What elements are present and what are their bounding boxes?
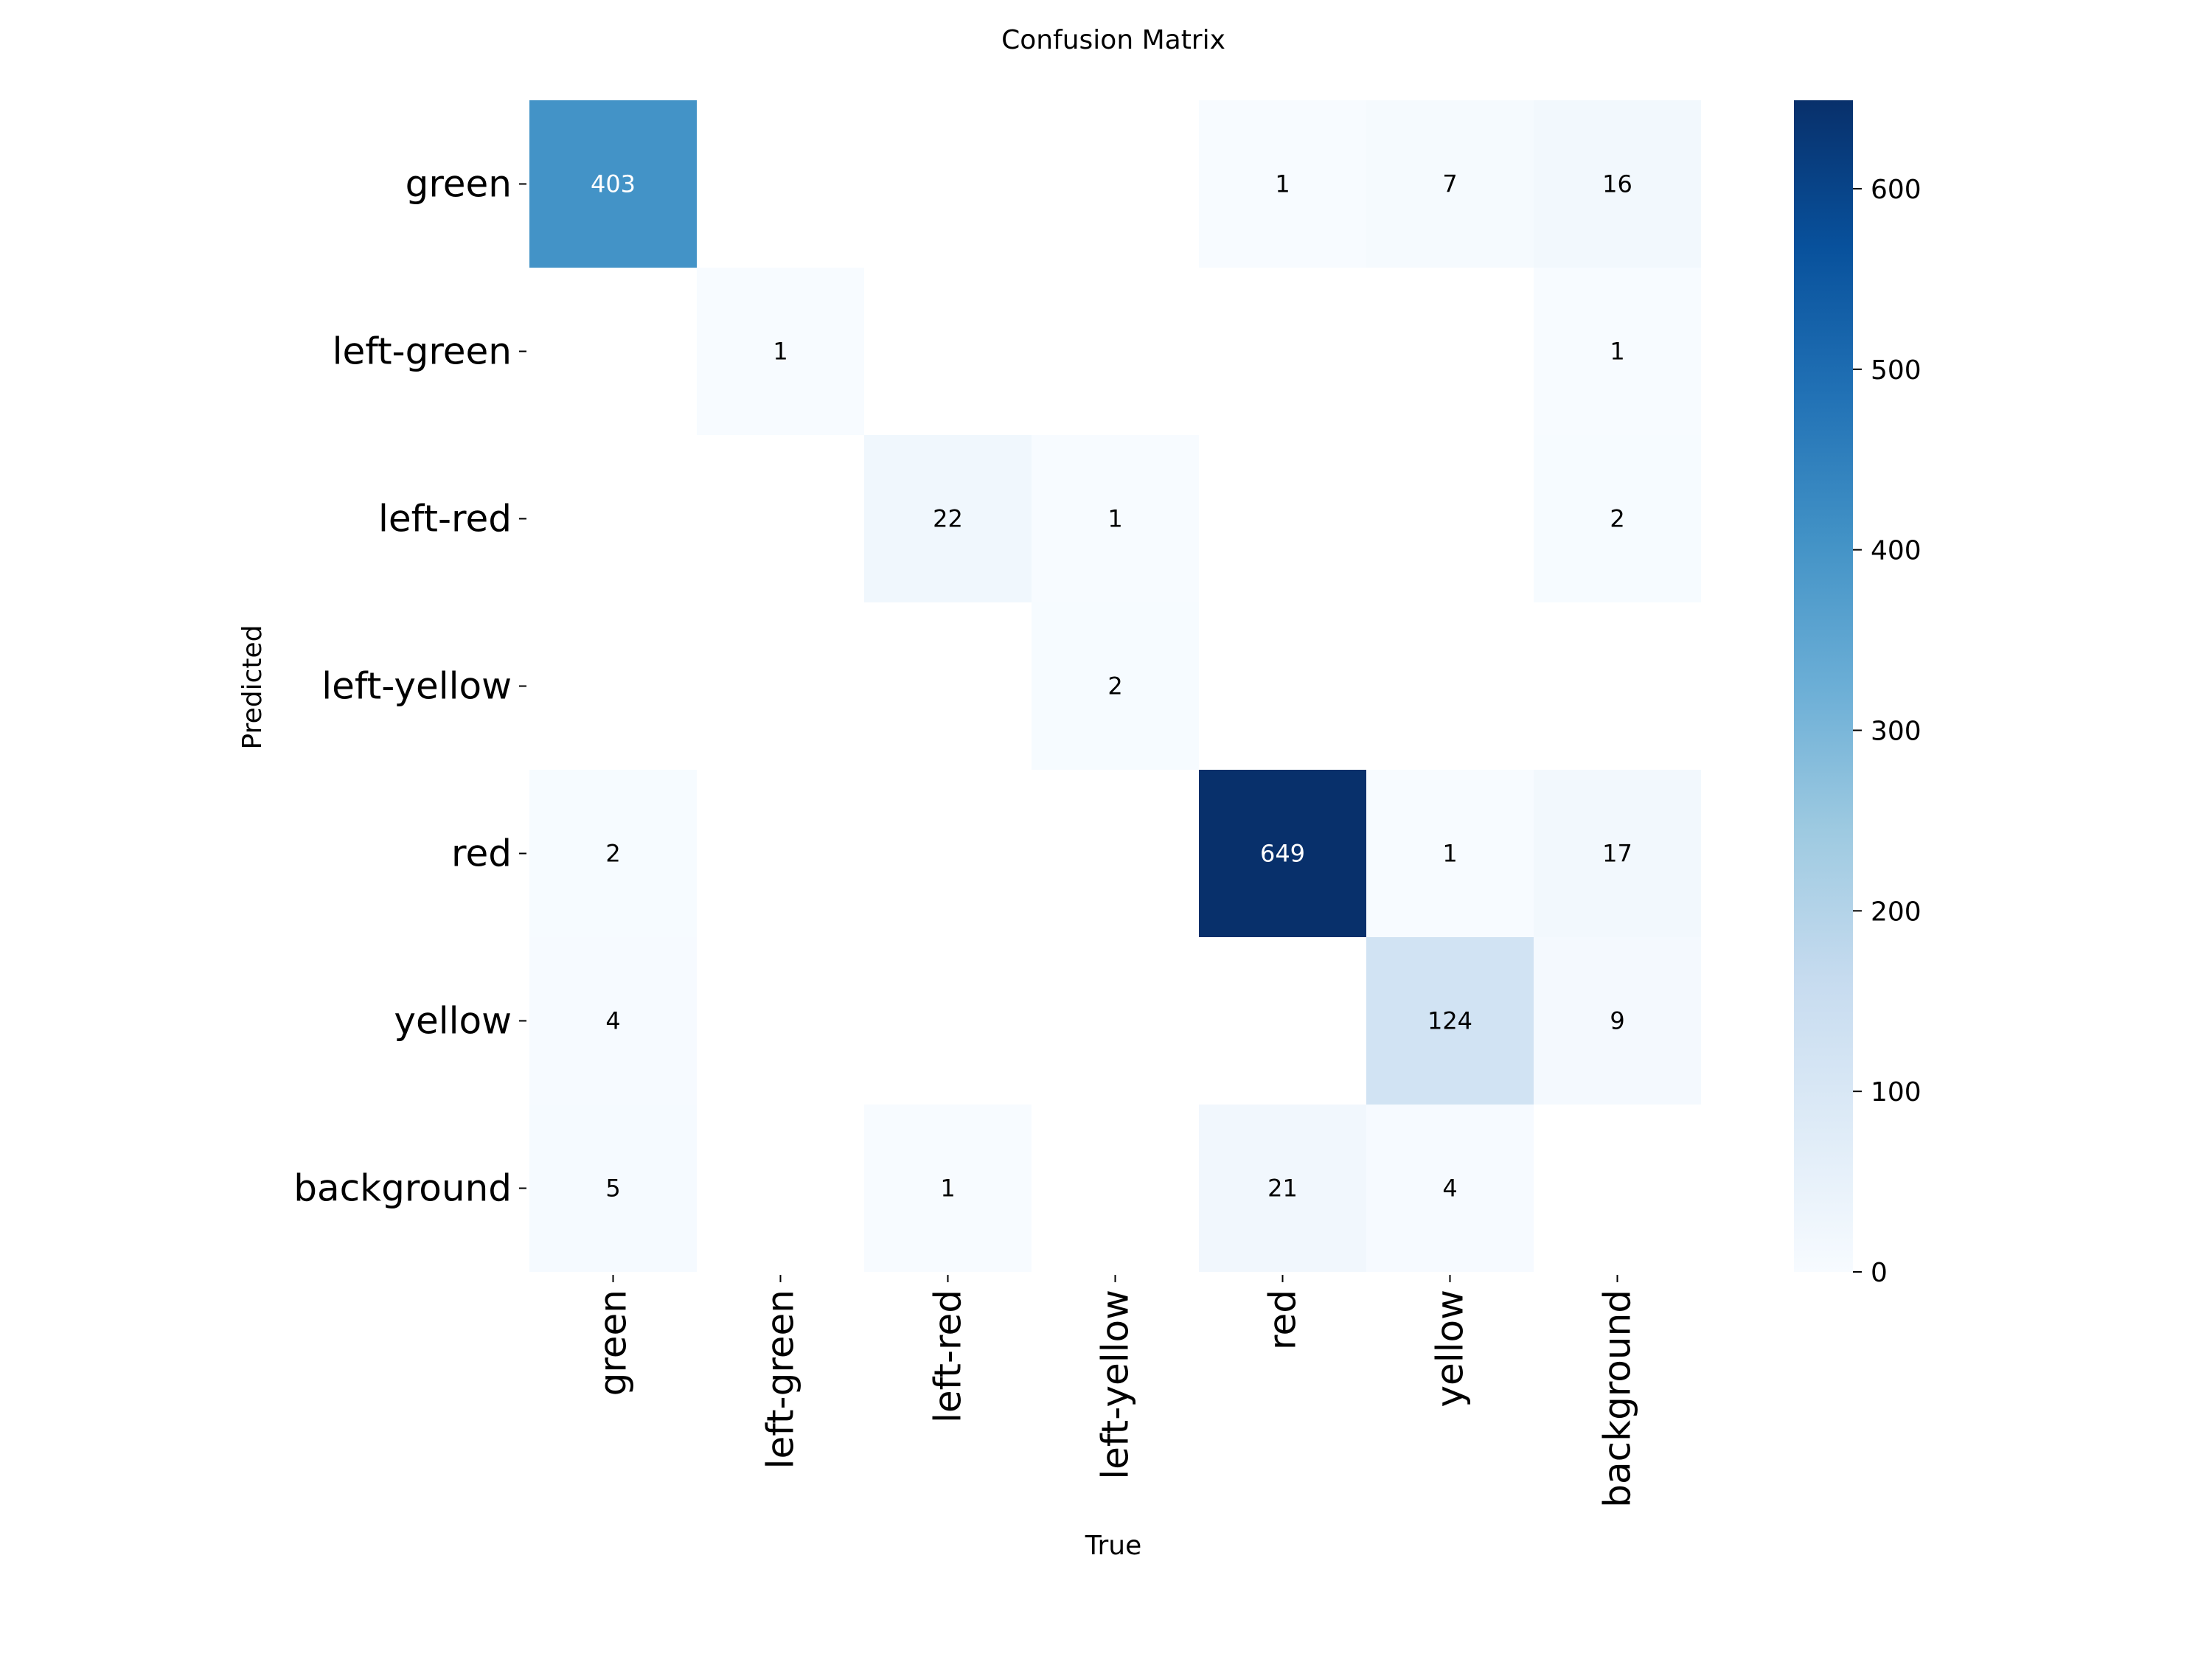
cell-yellow-background (1534, 937, 1701, 1105)
cell-yellow-green (529, 937, 697, 1105)
y-tick-label: red (451, 832, 512, 875)
colorbar (1794, 100, 1853, 1272)
cell-green-green (529, 100, 697, 268)
y-tick-label: left-red (378, 498, 512, 540)
y-tick-label: left-yellow (321, 665, 512, 708)
heatmap-cells: 403 1 7 161 122 1 222 649 1 174 124 95 1 21 4 (529, 100, 1701, 1272)
colorbar-tick-label: 500 (1871, 355, 1921, 386)
cell-value-label: 1 (1610, 338, 1624, 366)
cell-value-label: 4 (1442, 1175, 1457, 1203)
cell-value-label: 124 (1427, 1007, 1472, 1035)
colorbar-tick-label: 200 (1871, 897, 1921, 927)
cell-background-yellow (1366, 1105, 1534, 1272)
cell-value-label: 2 (1107, 672, 1122, 700)
cell-value-label: 7 (1442, 170, 1457, 198)
x-tick-label: background (1596, 1290, 1639, 1508)
cell-value-label: 1 (1442, 840, 1457, 868)
x-tick-label: yellow (1429, 1290, 1472, 1408)
cell-left-red-left-red (864, 435, 1032, 602)
cell-value-label: 649 (1260, 840, 1305, 868)
cell-value-label: 2 (1610, 505, 1624, 533)
cell-red-background (1534, 770, 1701, 937)
y-axis-ticks: green left-green left-red left-yellow red yel… (293, 163, 526, 1210)
cell-left-yellow-left-yellow (1032, 602, 1199, 770)
x-tick-label: left-red (927, 1290, 970, 1423)
x-axis-label: True (1085, 1531, 1141, 1561)
x-tick-label: left-green (759, 1290, 802, 1469)
colorbar-ticks: 0 100 200 300 400 500 600 (1853, 175, 1921, 1288)
cell-green-yellow (1366, 100, 1534, 268)
colorbar-tick-label: 400 (1871, 536, 1921, 566)
chart-title: Confusion Matrix (1001, 25, 1225, 55)
colorbar-tick-label: 300 (1871, 716, 1921, 746)
x-tick-label: green (592, 1290, 635, 1396)
y-tick-label: yellow (394, 1000, 512, 1043)
cell-green-red (1199, 100, 1366, 268)
y-tick-label: left-green (333, 330, 512, 373)
colorbar-tick-label: 0 (1871, 1258, 1888, 1288)
cell-background-red (1199, 1105, 1366, 1272)
cell-value-label: 21 (1267, 1175, 1298, 1203)
cell-value-label: 403 (591, 170, 636, 198)
cell-background-left-red (864, 1105, 1032, 1272)
cell-value-label: 1 (773, 338, 787, 366)
cell-green-background (1534, 100, 1701, 268)
cell-background-green (529, 1105, 697, 1272)
cell-value-label: 16 (1602, 170, 1632, 198)
cell-value-label: 5 (605, 1175, 620, 1203)
cell-value-label: 17 (1602, 840, 1632, 868)
cell-value-label: 9 (1610, 1007, 1624, 1035)
cell-value-label: 1 (940, 1175, 955, 1203)
x-axis-ticks: green left-green left-red left-yellow red yel… (592, 1275, 1639, 1508)
colorbar-tick-label: 100 (1871, 1077, 1921, 1107)
cell-red-red (1199, 770, 1366, 937)
cell-left-red-left-yellow (1032, 435, 1199, 602)
cell-red-green (529, 770, 697, 937)
cell-left-red-background (1534, 435, 1701, 602)
y-axis-label: Predicted (237, 625, 268, 750)
cell-value-label: 2 (605, 840, 620, 868)
cell-value-label: 22 (933, 505, 963, 533)
y-tick-label: green (406, 163, 512, 206)
cell-value-label: 1 (1275, 170, 1290, 198)
cell-value-label: 1 (1107, 505, 1122, 533)
cell-left-green-left-green (697, 268, 864, 435)
x-tick-label: left-yellow (1094, 1290, 1137, 1480)
colorbar-tick-label: 600 (1871, 175, 1921, 205)
cell-value-label: 4 (605, 1007, 620, 1035)
cell-red-yellow (1366, 770, 1534, 937)
cell-yellow-yellow (1366, 937, 1534, 1105)
y-tick-label: background (293, 1167, 512, 1210)
x-tick-label: red (1262, 1290, 1304, 1350)
cell-left-green-background (1534, 268, 1701, 435)
